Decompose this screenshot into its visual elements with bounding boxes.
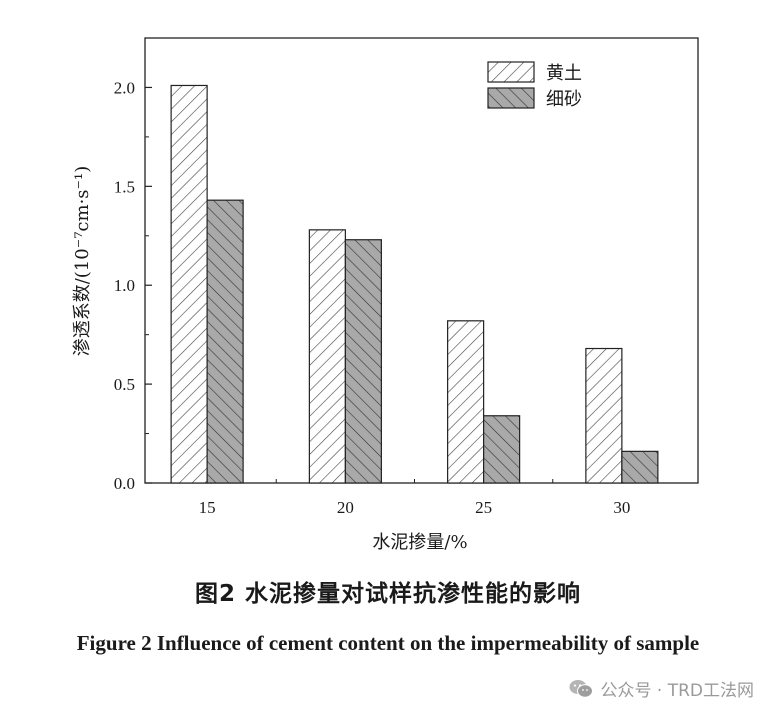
y-tick-label: 0.5: [114, 375, 135, 394]
caption-chinese: 图2 水泥掺量对试样抗渗性能的影响: [194, 581, 581, 607]
x-tick-label: 25: [475, 498, 492, 517]
bar-fine-sand: [344, 239, 382, 484]
y-tick-label: 1.5: [114, 177, 135, 196]
bar-loess: [447, 320, 485, 484]
watermark-text: 公众号 · TRD工法网: [600, 681, 755, 701]
y-axis-title: 渗透系数/(10⁻⁷cm·s⁻¹): [72, 166, 93, 357]
bar-fine-sand: [621, 450, 659, 484]
legend-swatch: [487, 87, 535, 109]
x-tick-label: 15: [199, 498, 216, 517]
bar-fine-sand: [483, 415, 521, 484]
wechat-icon: [569, 679, 593, 699]
legend-label: 细砂: [546, 89, 582, 110]
bar-fine-sand: [206, 199, 244, 484]
bar-loess: [585, 347, 623, 484]
plot-frame: [144, 37, 699, 484]
legend-label: 黄土: [546, 63, 582, 84]
legend-swatch: [487, 61, 535, 83]
x-tick-label: 20: [337, 498, 354, 517]
y-tick-label: 0.0: [114, 474, 135, 493]
y-tick-label: 1.0: [114, 276, 135, 295]
watermark: 公众号 · TRD工法网: [569, 676, 755, 701]
bar-loess: [170, 84, 208, 484]
y-tick-label: 2.0: [114, 78, 135, 97]
caption-english: Figure 2 Influence of cement content on …: [76, 631, 700, 655]
bar-loess: [308, 229, 346, 484]
x-axis-title: 水泥掺量/%: [372, 532, 467, 553]
x-tick-label: 30: [613, 498, 630, 517]
